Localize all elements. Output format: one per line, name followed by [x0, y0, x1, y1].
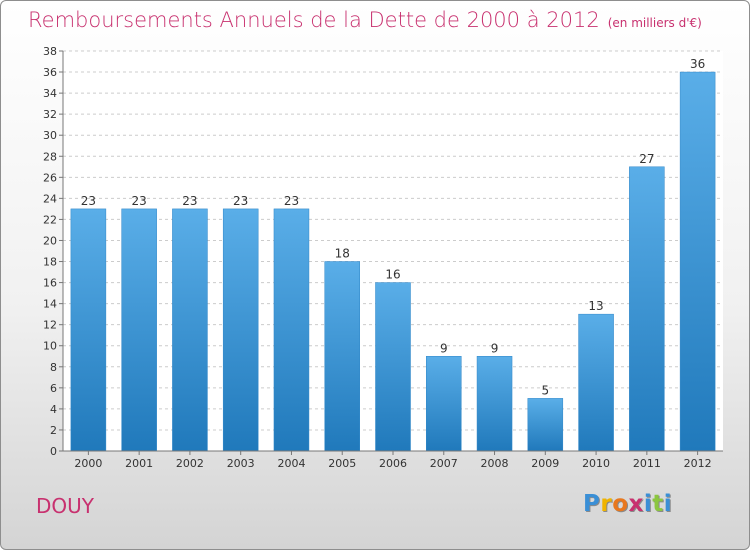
bar [121, 208, 157, 452]
title-row: Remboursements Annuels de la Dette de 20… [28, 8, 702, 32]
y-tick-label: 22 [43, 213, 57, 226]
y-tick-label: 38 [43, 45, 57, 58]
chart-title: Remboursements Annuels de la Dette de 20… [28, 8, 600, 32]
bar-value-label: 18 [335, 247, 350, 261]
bar-value-label: 5 [541, 383, 549, 397]
bar [527, 398, 564, 452]
y-tick-label: 8 [50, 361, 57, 374]
x-tick-label: 2003 [227, 457, 255, 470]
commune-name: DOUY [36, 494, 94, 518]
bar-value-label: 23 [182, 194, 197, 208]
bar [629, 166, 665, 452]
y-tick-label: 0 [50, 445, 57, 458]
logo-letter: i [643, 491, 653, 517]
bar-value-label: 9 [491, 341, 499, 355]
bar [324, 261, 360, 452]
logo-letter: t [652, 491, 664, 517]
x-tick-label: 2005 [328, 457, 356, 470]
x-tick-label: 2006 [379, 457, 407, 470]
bar-value-label: 23 [132, 194, 147, 208]
x-tick-label: 2009 [531, 457, 559, 470]
y-tick-label: 4 [50, 403, 57, 416]
y-tick-label: 2 [50, 424, 57, 437]
bar [476, 356, 513, 452]
y-tick-label: 28 [43, 150, 57, 163]
x-tick-label: 2012 [684, 457, 712, 470]
y-tick-label: 36 [43, 66, 57, 79]
y-tick-label: 32 [43, 108, 57, 121]
bar-value-label: 16 [385, 268, 400, 282]
y-tick-label: 18 [43, 256, 57, 269]
bar [426, 356, 462, 452]
x-tick-label: 2011 [633, 457, 661, 470]
logo-letter: x [628, 491, 644, 517]
bar [578, 313, 614, 452]
y-tick-label: 34 [43, 87, 57, 100]
bar-value-label: 13 [588, 299, 603, 313]
bar-value-label: 9 [440, 341, 448, 355]
bar-value-label: 27 [639, 152, 654, 166]
logo-letter: o [612, 491, 629, 517]
x-tick-label: 2007 [430, 457, 458, 470]
y-tick-label: 20 [43, 234, 57, 247]
proxiti-logo: Proxiti [583, 491, 672, 517]
bar [679, 71, 716, 452]
y-tick-label: 14 [43, 298, 57, 311]
x-tick-label: 2008 [481, 457, 509, 470]
bar [70, 208, 107, 452]
bar-value-label: 36 [690, 57, 705, 71]
bar [375, 282, 411, 452]
bar [222, 208, 259, 452]
y-tick-label: 16 [43, 277, 57, 290]
bar [172, 208, 208, 452]
bar-value-label: 23 [233, 194, 248, 208]
bar-value-label: 23 [284, 194, 299, 208]
x-tick-label: 2001 [125, 457, 153, 470]
x-tick-label: 2000 [74, 457, 102, 470]
y-tick-label: 12 [43, 319, 57, 332]
x-tick-label: 2004 [277, 457, 305, 470]
logo-letter: P [583, 491, 601, 517]
x-tick-label: 2010 [582, 457, 610, 470]
logo-letter: r [600, 491, 613, 517]
y-tick-label: 24 [43, 192, 57, 205]
y-tick-label: 6 [50, 382, 57, 395]
y-tick-label: 26 [43, 171, 57, 184]
bar [273, 208, 310, 452]
bar-value-label: 23 [81, 194, 96, 208]
logo-letter: i [663, 491, 673, 517]
x-tick-label: 2002 [176, 457, 204, 470]
y-tick-label: 30 [43, 129, 57, 142]
unit-note: (en milliers d'€) [607, 16, 702, 30]
y-tick-label: 10 [43, 340, 57, 353]
